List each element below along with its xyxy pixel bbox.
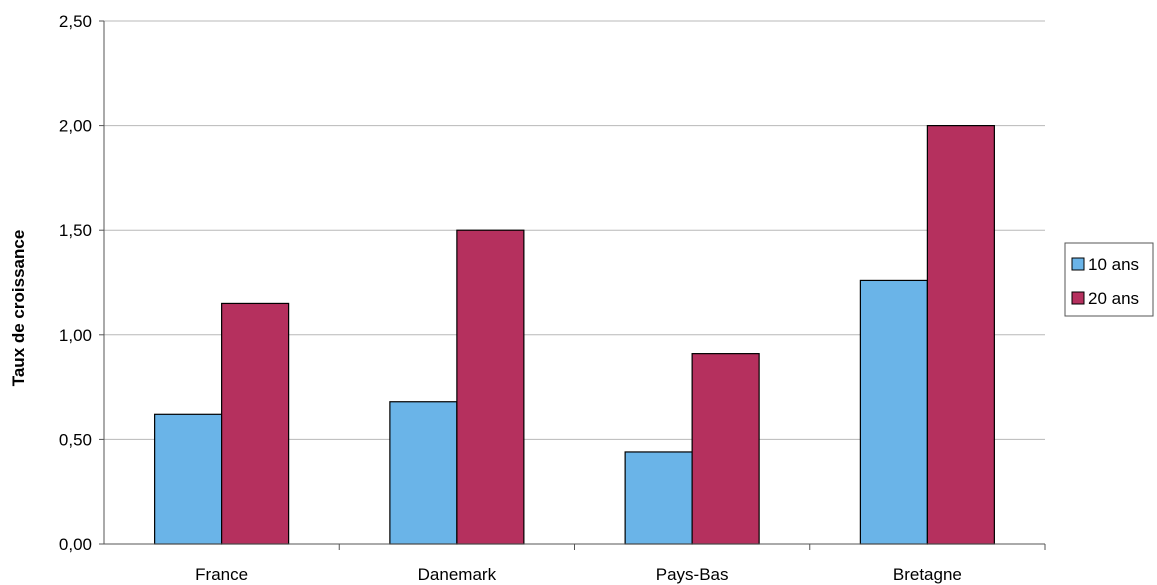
bar-20-ans-France	[221, 302, 290, 545]
y-tick-label: 0,50	[59, 430, 92, 449]
y-axis-label: Taux de croissance	[9, 230, 28, 387]
legend-swatch	[1071, 291, 1085, 305]
y-tick-label: 2,00	[59, 117, 92, 136]
bar-10-ans-Pays-Bas	[624, 451, 693, 545]
bars	[154, 124, 995, 545]
bar-20-ans-Pays-Bas	[691, 353, 760, 545]
y-tick-labels: 0,00 0,50 1,00 1,50 2,00 2,50	[59, 12, 92, 554]
y-tick-label: 0,00	[59, 535, 92, 554]
bar-10-ans-Danemark	[389, 401, 458, 545]
category-label: Pays-Bas	[656, 565, 729, 584]
y-tick-label: 1,00	[59, 326, 92, 345]
y-tick-label: 2,50	[59, 12, 92, 31]
bar-20-ans-Danemark	[456, 229, 525, 545]
bar-10-ans-Bretagne	[859, 279, 928, 545]
category-label: Bretagne	[893, 565, 962, 584]
category-label: France	[195, 565, 248, 584]
bar-20-ans-Bretagne	[926, 124, 995, 545]
legend: 10 ans 20 ans	[1064, 242, 1154, 317]
category-label: Danemark	[418, 565, 497, 584]
legend-swatch	[1071, 257, 1085, 271]
legend-label: 10 ans	[1088, 255, 1139, 274]
axes	[103, 21, 1045, 545]
category-labels: France Danemark Pays-Bas Bretagne	[195, 565, 962, 584]
legend-label: 20 ans	[1088, 289, 1139, 308]
bar-10-ans-France	[154, 413, 223, 545]
y-tick-label: 1,50	[59, 221, 92, 240]
